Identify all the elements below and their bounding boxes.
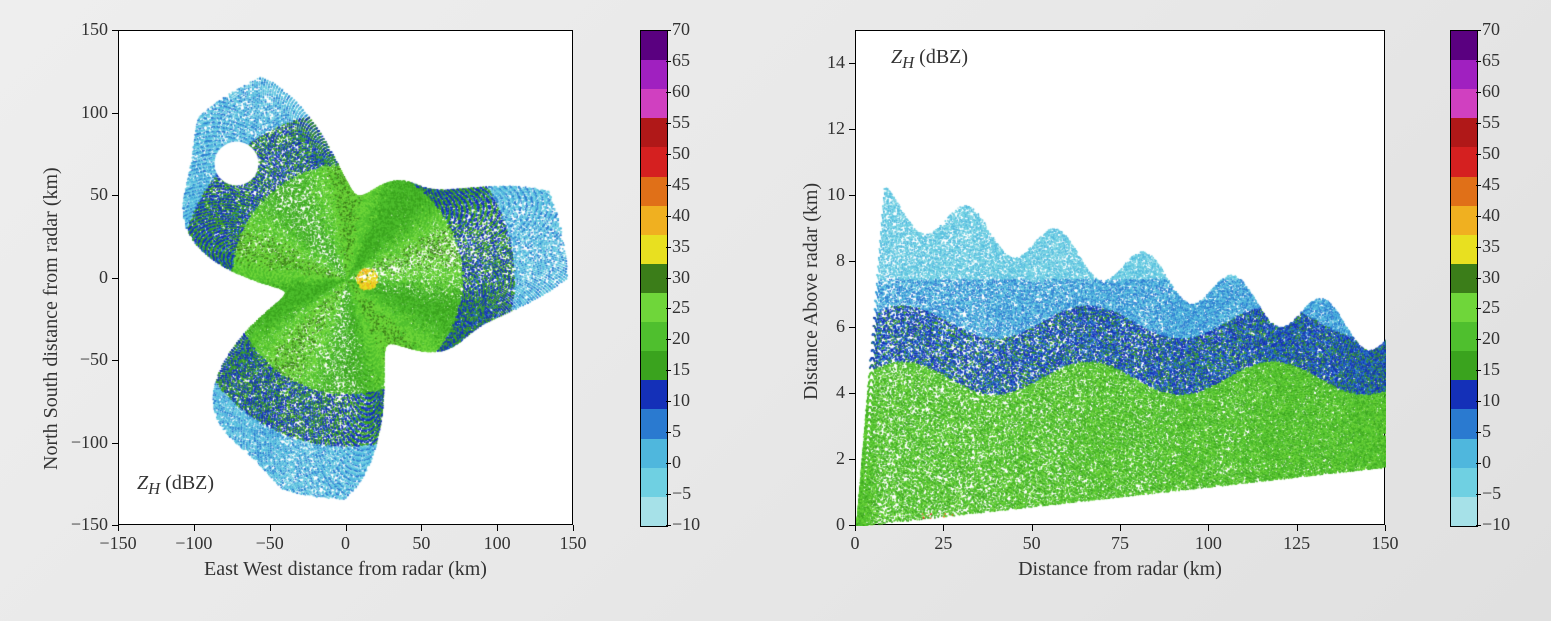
rhi-plot-area: ZH (dBZ) <box>855 30 1385 525</box>
rhi-ylabel: Distance Above radar (km) <box>800 183 823 400</box>
rhi-xlabel: Distance from radar (km) <box>855 558 1385 581</box>
rhi-colorbar <box>1450 30 1478 527</box>
rhi-panel: ZH (dBZ) 0255075100125150 02468101214 Di… <box>0 0 1551 621</box>
rhi-inset-label: ZH (dBZ) <box>891 46 968 73</box>
rhi-canvas <box>856 31 1386 526</box>
